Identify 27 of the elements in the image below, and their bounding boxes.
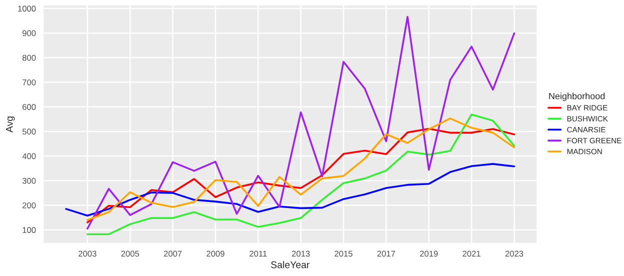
x-tick-label: 2009: [206, 250, 224, 257]
x-tick-label: 2019: [420, 250, 438, 257]
y-tick-label: 500: [22, 128, 36, 135]
y-tick-label: 400: [22, 153, 36, 160]
line-series: [65, 163, 516, 216]
x-axis-title: SaleYear: [271, 261, 310, 268]
y-axis-title: Avg: [6, 116, 15, 132]
y-tick-label: 600: [22, 104, 36, 110]
x-tick-label: 2013: [292, 250, 310, 257]
y-tick-label: 700: [22, 79, 36, 86]
x-tick-label: 2023: [505, 250, 524, 257]
y-tick-label: 300: [22, 178, 36, 184]
y-tick-label: 200: [22, 202, 36, 208]
line-series: [86, 114, 516, 236]
x-tick-label: 2017: [377, 250, 396, 257]
y-tick-label: 900: [22, 30, 36, 36]
x-tick-label: 2003: [78, 250, 96, 257]
y-tick-label: 1000: [18, 6, 36, 12]
x-tick-label: 2021: [462, 250, 480, 257]
y-tick-label: 100: [22, 227, 36, 233]
x-tick-label: 2005: [121, 250, 140, 257]
y-tick-label: 800: [22, 54, 36, 61]
x-tick-label: 2007: [164, 250, 182, 257]
x-tick-label: 2011: [250, 250, 267, 257]
legend-title: Neighborhood: [549, 92, 605, 102]
line-series: [86, 16, 516, 230]
x-tick-label: 2015: [334, 250, 352, 257]
